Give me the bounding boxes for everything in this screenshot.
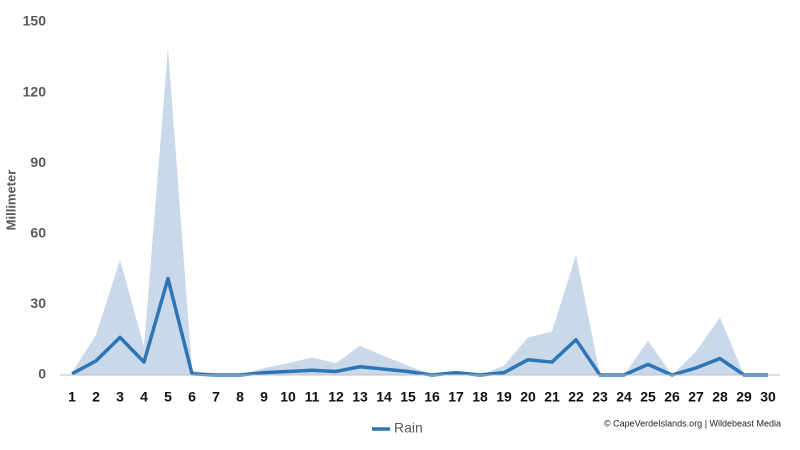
x-tick-label: 1 (68, 389, 76, 405)
x-tick-label: 9 (260, 389, 268, 405)
x-tick-label: 30 (760, 389, 776, 405)
x-tick-label: 17 (448, 389, 464, 405)
x-tick-label: 27 (688, 389, 704, 405)
x-tick-label: 21 (544, 389, 560, 405)
x-tick-label: 10 (280, 389, 296, 405)
x-tick-label: 14 (376, 389, 392, 405)
x-tick-label: 15 (400, 389, 416, 405)
x-tick-label: 12 (328, 389, 344, 405)
x-tick-label: 24 (616, 389, 632, 405)
x-tick-label: 5 (164, 389, 172, 405)
y-axis-label: Millimeter (3, 170, 18, 231)
credit: © CapeVerdeIslands.org | Wildebeast Medi… (604, 418, 781, 428)
y-tick-label: 90 (30, 154, 46, 170)
x-tick-label: 29 (736, 389, 752, 405)
x-tick-label: 20 (520, 389, 536, 405)
line (71, 276, 768, 377)
x-tick-label: 16 (424, 389, 440, 405)
x-tick-label: 22 (568, 389, 584, 405)
x-tick-label: 26 (664, 389, 680, 405)
y-tick-label: 60 (30, 225, 46, 241)
x-tick-label: 18 (472, 389, 488, 405)
x-tick-label: 2 (92, 389, 100, 405)
x-tick-label: 4 (140, 389, 148, 405)
x-tick-label: 6 (188, 389, 196, 405)
x-tick-label: 19 (496, 389, 512, 405)
x-tick-label: 25 (640, 389, 656, 405)
y-tick-label: 0 (38, 366, 46, 382)
y-tick-label: 120 (23, 83, 47, 99)
x-tick-label: 23 (592, 389, 608, 405)
x-tick-label: 11 (305, 389, 320, 405)
y-tick-label: 30 (30, 295, 46, 311)
x-tick-label: 3 (116, 389, 124, 405)
x-tick-label: 28 (712, 389, 728, 405)
area (72, 47, 768, 376)
x-tick-label: 7 (212, 389, 220, 405)
y-tick-label: 150 (23, 13, 47, 29)
legend-label: Rain (394, 420, 423, 436)
x-tick-label: 13 (352, 389, 368, 405)
x-tick-label: 8 (236, 389, 244, 405)
